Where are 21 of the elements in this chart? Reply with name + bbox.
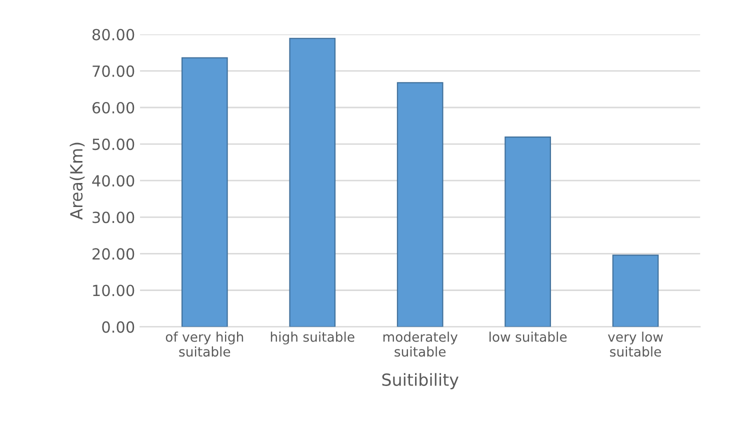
y-tick-label: 30.00 [92,212,134,224]
y-tick-label: 80.00 [92,28,134,40]
y-tick-label: 60.00 [92,102,134,114]
y-tick-label: 50.00 [92,138,134,150]
y-tick-label: 40.00 [92,175,134,187]
bar [504,136,551,327]
y-tick-label: 20.00 [92,248,134,260]
x-tick-label: high suitable [270,332,354,344]
x-axis-title: Suitibility [382,373,458,390]
y-axis-title: Area(Km) [70,142,85,220]
bar [396,82,444,327]
bar [289,38,336,327]
bar [612,254,659,327]
y-tick-label: 70.00 [92,65,134,77]
x-tick-label: very low suitable [608,332,663,357]
y-tick-label: 0.00 [102,321,134,333]
x-tick-label: moderately suitable [383,332,458,357]
y-tick-label: 10.00 [93,284,134,296]
bar [181,57,228,327]
x-tick-label: of very high suitable [166,332,244,357]
x-tick-label: low suitable [490,332,567,342]
